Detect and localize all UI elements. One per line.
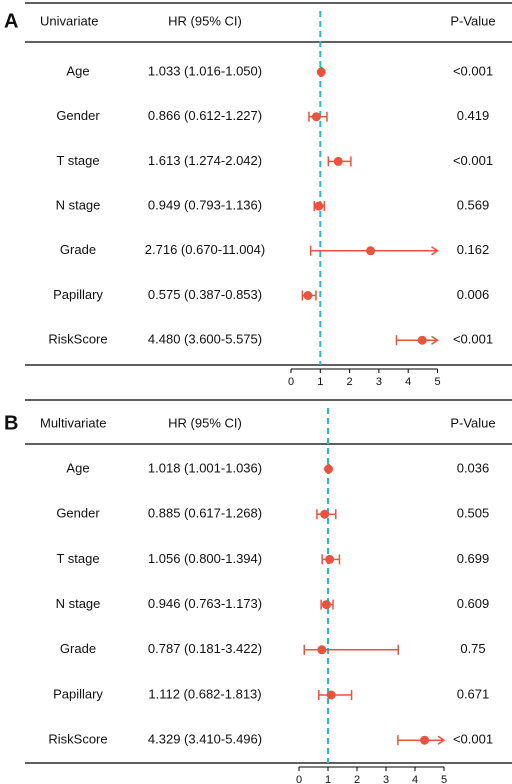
x-tick-label: 0 — [296, 774, 302, 784]
row-label: T stage — [56, 551, 99, 566]
p-value: <0.001 — [453, 153, 493, 168]
x-tick-label: 2 — [354, 774, 360, 784]
column-header: P-Value — [450, 13, 495, 28]
x-tick-label: 4 — [405, 376, 411, 388]
p-value: <0.001 — [453, 332, 493, 347]
x-tick-label: 3 — [376, 376, 382, 388]
row-label: Gender — [56, 108, 100, 123]
row-label: Age — [66, 460, 89, 475]
p-value: 0.419 — [457, 108, 490, 123]
hr-label: 0.575 (0.387-0.853) — [148, 287, 262, 302]
panel-label: B — [4, 412, 18, 434]
p-value: 0.699 — [457, 551, 490, 566]
x-tick-label: 1 — [317, 376, 323, 388]
p-value: <0.001 — [453, 63, 493, 78]
x-tick-label: 5 — [441, 774, 447, 784]
point — [316, 67, 326, 77]
hr-label: 0.885 (0.617-1.268) — [148, 506, 262, 521]
row-label: Age — [66, 63, 89, 78]
point — [321, 600, 331, 610]
point — [326, 690, 336, 700]
hr-label: 0.946 (0.763-1.173) — [148, 596, 262, 611]
panel-label: A — [4, 10, 18, 32]
point — [324, 464, 334, 474]
column-header: Univariate — [40, 13, 99, 28]
hr-label: 0.949 (0.793-1.136) — [148, 198, 262, 213]
row-label: N stage — [56, 596, 101, 611]
x-tick-label: 2 — [347, 376, 353, 388]
x-tick-label: 1 — [325, 774, 331, 784]
point — [303, 291, 313, 300]
x-tick-label: 5 — [434, 376, 440, 388]
point — [325, 554, 335, 564]
point — [317, 645, 327, 655]
hr-label: 1.112 (0.682-1.813) — [148, 686, 261, 701]
point — [320, 509, 330, 519]
hr-label: 2.716 (0.670-11.004) — [145, 242, 265, 257]
column-header: HR (95% CI) — [168, 415, 242, 430]
hr-label: 0.866 (0.612-1.227) — [148, 108, 262, 123]
column-header: P-Value — [450, 415, 495, 430]
x-tick-label: 0 — [288, 376, 294, 388]
column-header: HR (95% CI) — [168, 13, 242, 28]
p-value: 0.036 — [457, 460, 490, 475]
point — [420, 735, 430, 745]
error-arrow — [431, 335, 439, 345]
hr-label: 1.056 (0.800-1.394) — [148, 551, 262, 566]
p-value: 0.162 — [457, 242, 490, 257]
point — [366, 246, 376, 256]
error-arrow — [431, 246, 439, 256]
hr-label: 4.480 (3.600-5.575) — [148, 332, 262, 347]
row-label: T stage — [56, 153, 99, 168]
p-value: 0.505 — [457, 506, 490, 521]
p-value: <0.001 — [453, 732, 493, 747]
hr-label: 4.329 (3.410-5.496) — [148, 732, 262, 747]
hr-label: 1.018 (1.001-1.036) — [148, 460, 262, 475]
point — [311, 112, 321, 122]
p-value: 0.609 — [457, 596, 490, 611]
column-header: Multivariate — [40, 415, 106, 430]
row-label: Papillary — [53, 287, 103, 302]
hr-label: 0.787 (0.181-3.422) — [148, 641, 262, 656]
hr-label: 1.033 (1.016-1.050) — [148, 63, 262, 78]
error-arrow — [437, 735, 446, 745]
p-value: 0.006 — [457, 287, 490, 302]
row-label: Grade — [60, 242, 96, 257]
row-label: Gender — [56, 506, 100, 521]
x-tick-label: 3 — [383, 774, 389, 784]
row-label: RiskScore — [48, 332, 107, 347]
row-label: N stage — [56, 198, 101, 213]
p-value: 0.75 — [460, 641, 485, 656]
point — [417, 335, 427, 345]
hr-label: 1.613 (1.274-2.042) — [148, 153, 262, 168]
row-label: RiskScore — [48, 732, 107, 747]
point — [333, 156, 343, 166]
x-tick-label: 4 — [412, 774, 418, 784]
row-label: Grade — [60, 641, 96, 656]
p-value: 0.671 — [457, 686, 490, 701]
point — [314, 201, 324, 211]
p-value: 0.569 — [457, 198, 490, 213]
row-label: Papillary — [53, 686, 103, 701]
